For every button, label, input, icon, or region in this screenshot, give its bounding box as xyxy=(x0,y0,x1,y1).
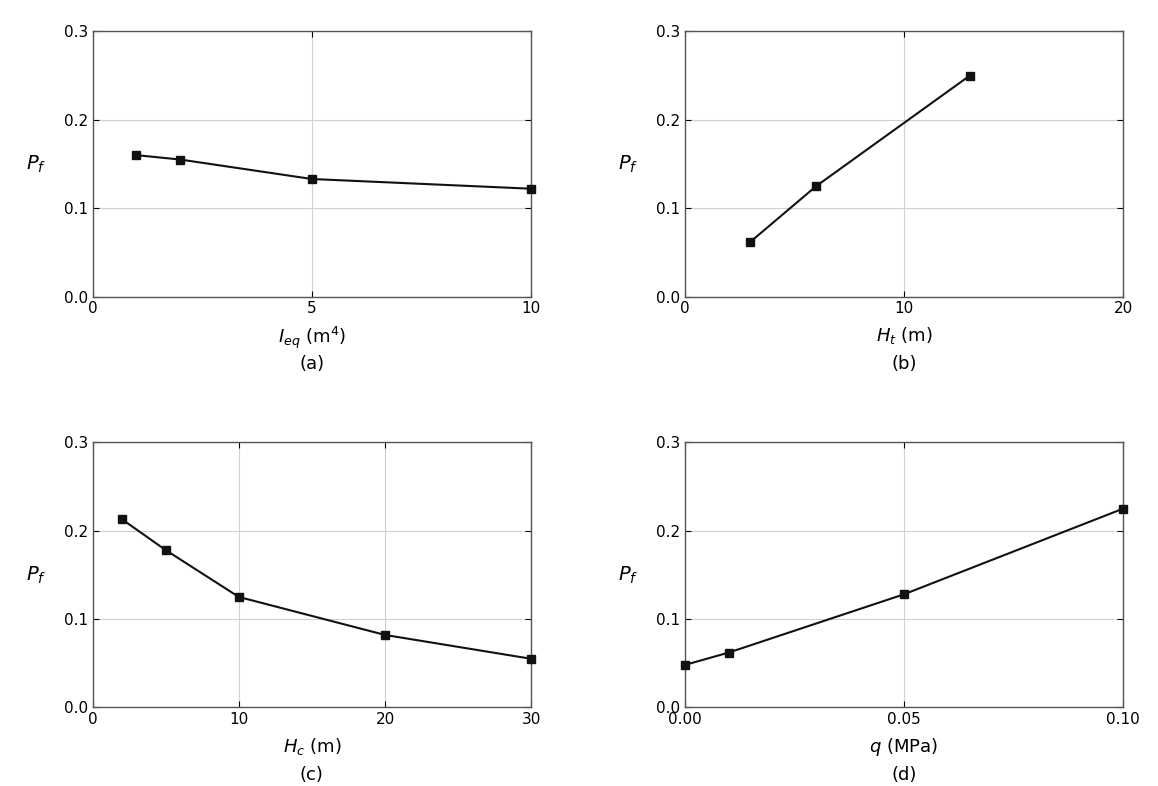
X-axis label: $H_c$ (m): $H_c$ (m) xyxy=(283,736,342,757)
Text: (d): (d) xyxy=(892,766,917,784)
Y-axis label: $P_f$: $P_f$ xyxy=(25,153,46,174)
Text: (a): (a) xyxy=(300,354,324,373)
X-axis label: $I_{eq}$ (m$^4$): $I_{eq}$ (m$^4$) xyxy=(278,325,346,351)
X-axis label: $H_t$ (m): $H_t$ (m) xyxy=(875,325,932,346)
Y-axis label: $P_f$: $P_f$ xyxy=(617,153,638,174)
Text: (b): (b) xyxy=(892,354,917,373)
Y-axis label: $P_f$: $P_f$ xyxy=(617,564,638,586)
X-axis label: $q$ (MPa): $q$ (MPa) xyxy=(870,736,938,758)
Y-axis label: $P_f$: $P_f$ xyxy=(25,564,46,586)
Text: (c): (c) xyxy=(300,766,324,784)
